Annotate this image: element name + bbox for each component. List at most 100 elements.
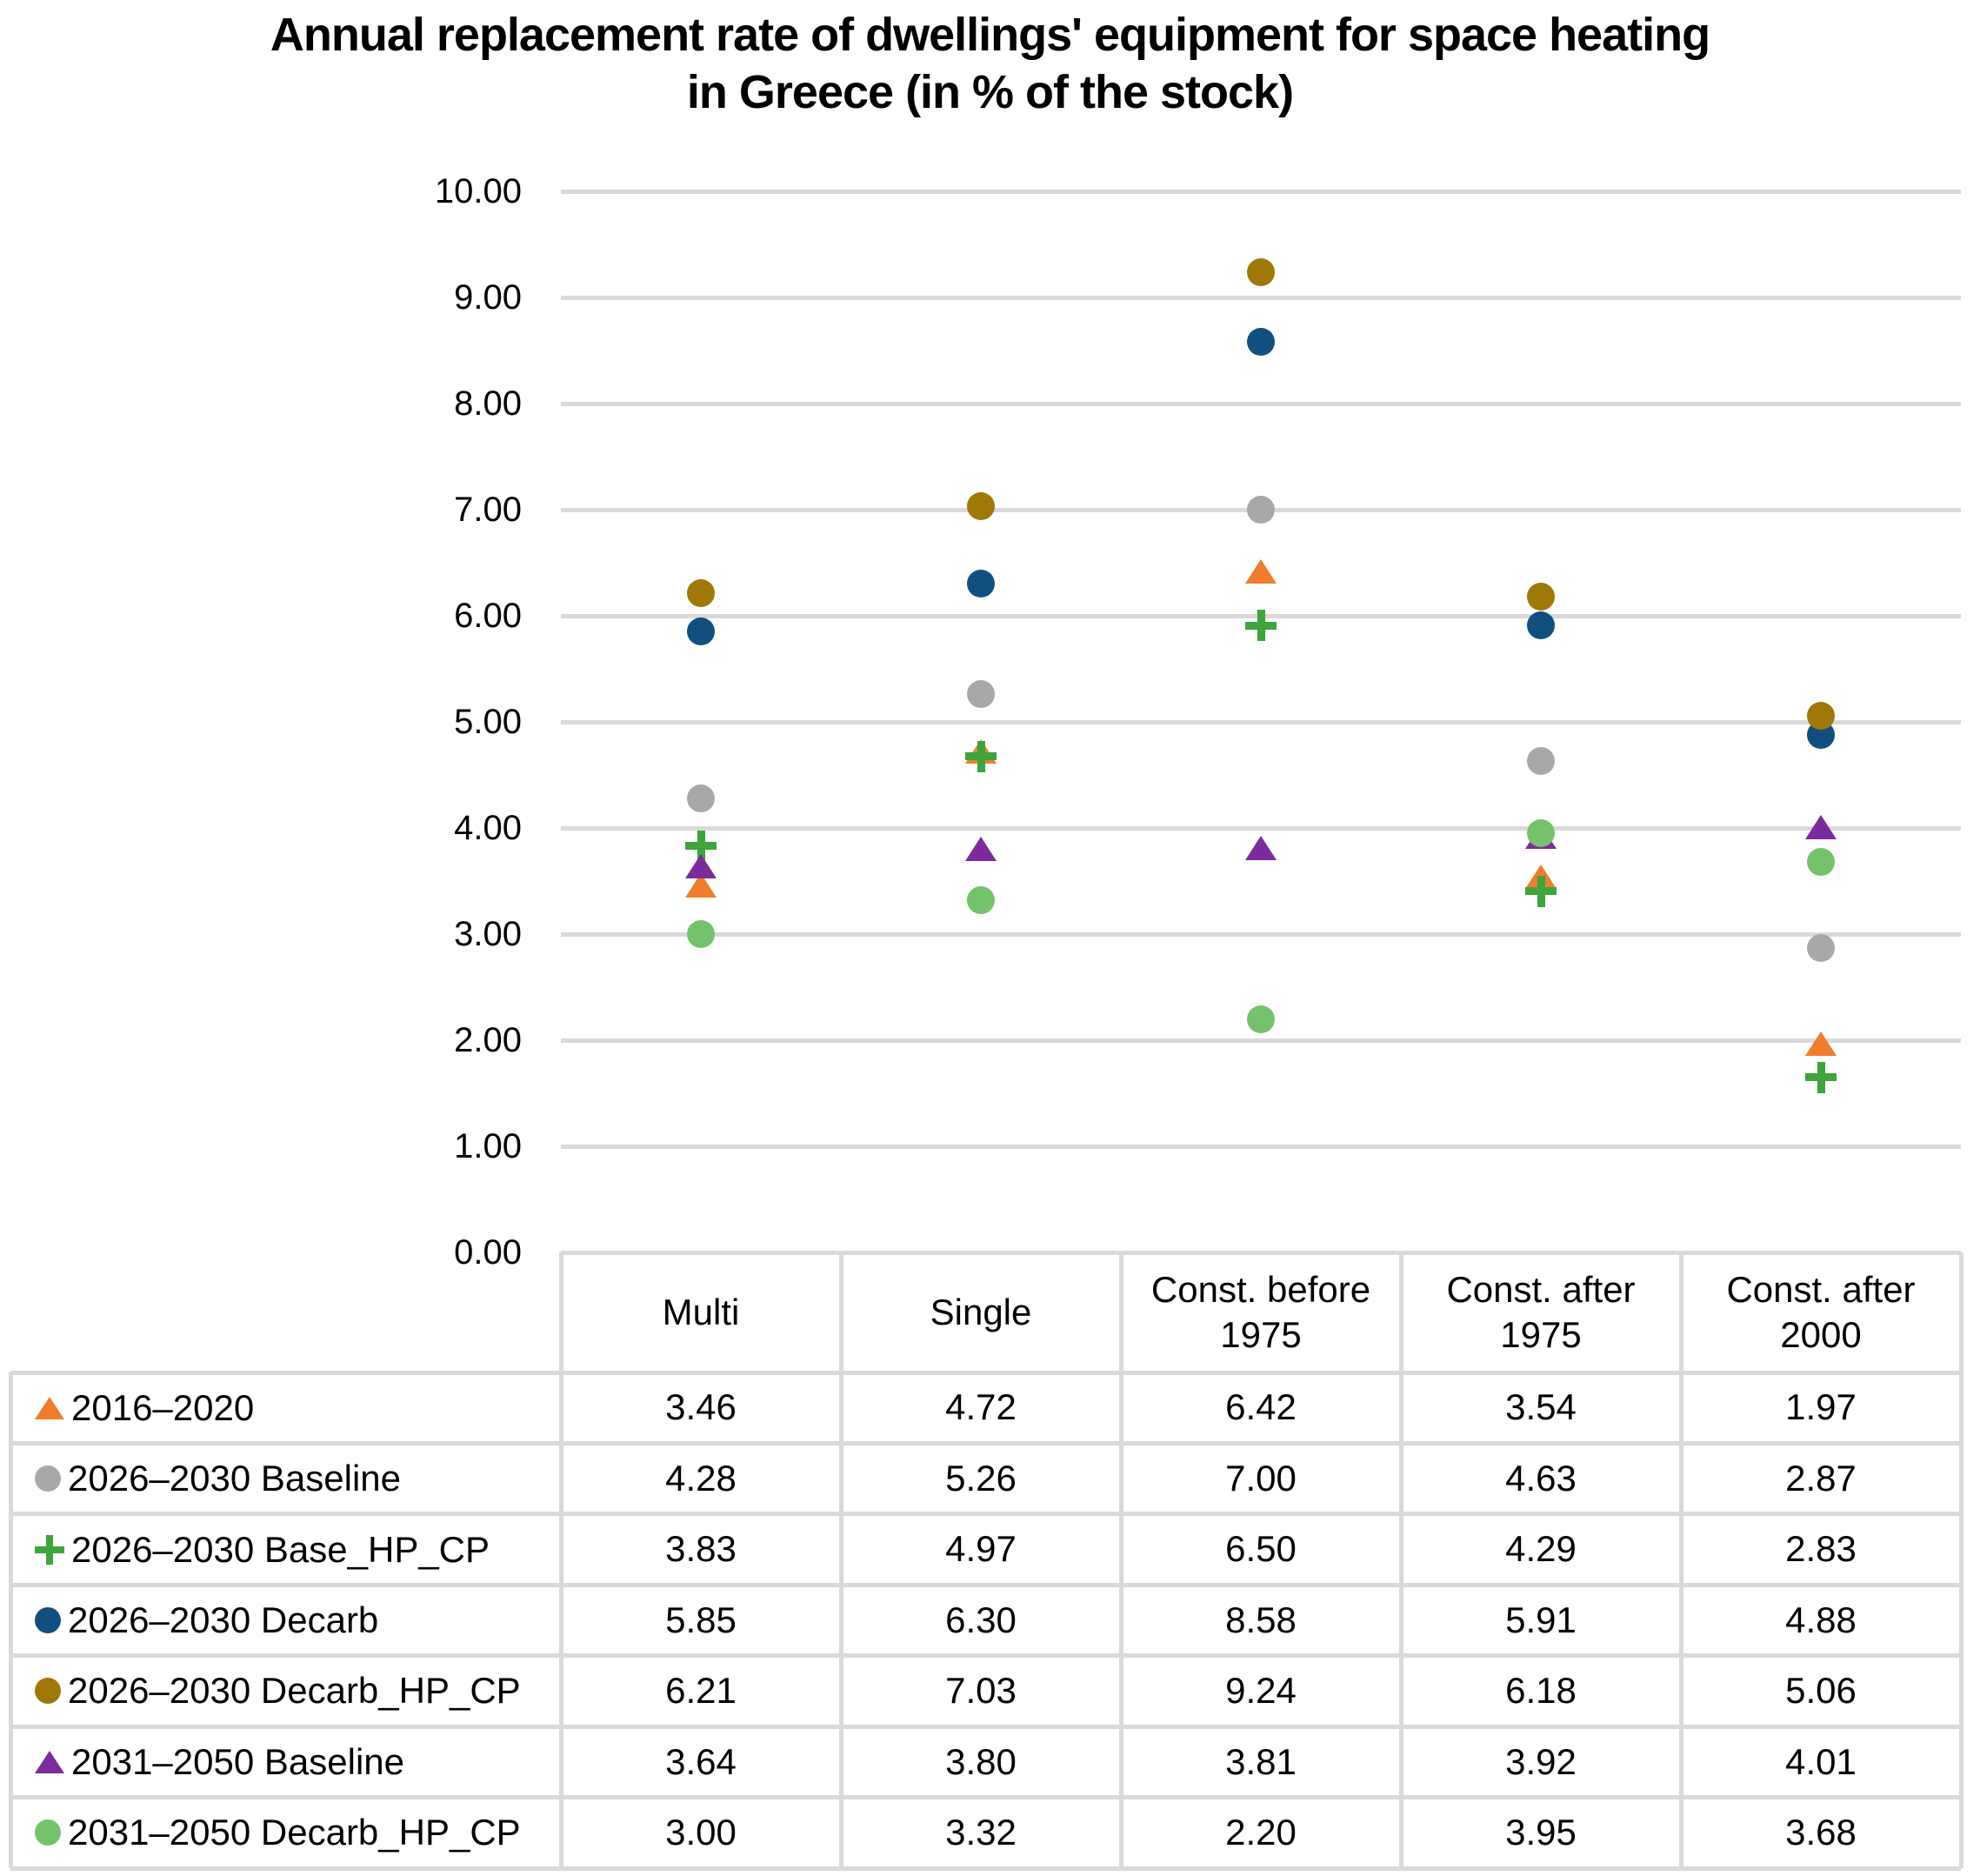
data-point-marker [687,784,715,812]
table-value-cell: 4.72 [945,1386,1017,1428]
y-axis-tick-label: 9.00 [454,278,522,317]
legend-label: 2026–2030 Base_HP_CP [71,1528,490,1570]
table-value-cell: 4.28 [665,1457,737,1499]
plus-marker-icon [35,1534,64,1565]
circle-marker-icon [35,1678,61,1705]
triangle-glyph [1245,836,1277,861]
triangle-marker-icon [35,1396,64,1419]
y-axis-tick-label: 10.00 [434,172,522,210]
table-value-cell: 3.00 [665,1812,737,1853]
table-border-left [8,1372,13,1868]
plus-vbar [46,1534,53,1565]
y-axis-tick-label: 4.00 [454,809,522,847]
table-value-cell: 6.50 [1225,1528,1297,1570]
table-row-border [10,1582,1961,1587]
y-axis-tick-label: 5.00 [454,703,522,741]
data-point-marker [1247,257,1275,286]
gridline [561,295,1961,300]
gridline [561,1038,1961,1043]
data-point-marker [965,740,997,772]
chart-title-line2: in Greece (in % of the stock) [686,65,1294,118]
circle-marker-icon [35,1606,61,1633]
table-row-border [10,1512,1961,1517]
table-value-cell: 3.32 [945,1812,1017,1853]
table-row-border [10,1866,1961,1871]
table-column-border [1958,1252,1963,1868]
data-point-marker [1245,558,1277,584]
data-point-marker [1525,875,1557,907]
triangle-glyph [965,837,997,862]
legend-item: 2031–2050 Decarb_HP_CP [10,1798,561,1868]
plus-vbar [697,830,705,862]
data-point-marker [1527,611,1555,639]
plus-vbar [1257,610,1265,641]
triangle-glyph [35,1750,64,1773]
gridline [561,1144,1961,1149]
plus-vbar [1537,875,1545,907]
circle-marker-icon [35,1819,61,1846]
data-point-marker [1807,848,1835,877]
table-value-cell: 4.88 [1785,1599,1857,1640]
table-value-cell: 3.92 [1505,1740,1577,1782]
plus-vbar [1817,1061,1825,1093]
table-border-top [561,1250,1961,1255]
data-point-marker [967,680,995,709]
data-point-marker [1805,814,1837,839]
gridline [561,719,1961,724]
y-axis-tick-label: 8.00 [454,384,522,423]
table-header-cell: Single [930,1291,1032,1332]
data-point-marker [1247,496,1275,524]
table-value-cell: 3.68 [1785,1812,1857,1853]
y-axis-tick-label: 2.00 [454,1021,522,1059]
table-column-border [1678,1252,1683,1868]
table-value-cell: 2.87 [1785,1457,1857,1499]
legend-item: 2026–2030 Decarb_HP_CP [10,1656,561,1726]
table-value-cell: 4.97 [945,1528,1017,1570]
triangle-marker-icon [35,1750,64,1773]
table-row-border [10,1795,1961,1800]
data-point-marker [1247,328,1275,357]
data-point-marker [687,920,715,948]
gridline [561,401,1961,406]
y-axis-tick-label: 6.00 [454,597,522,635]
y-axis-tick-label: 7.00 [454,491,522,529]
triangle-glyph [35,1396,64,1419]
table-value-cell: 6.18 [1505,1670,1577,1712]
table-value-cell: 6.21 [665,1670,737,1712]
data-point-marker [1245,610,1277,641]
table-value-cell: 5.85 [665,1599,737,1640]
y-axis-tick-label: 1.00 [454,1127,522,1165]
table-value-cell: 3.83 [665,1528,737,1570]
data-point-marker [1807,933,1835,962]
chart-title-line1: Annual replacement rate of dwellings' eq… [270,9,1710,61]
table-value-cell: 6.30 [945,1599,1017,1640]
gridline [561,931,1961,937]
table-row-border [10,1440,1961,1445]
data-point-marker [1807,701,1835,730]
table-value-cell: 4.63 [1505,1457,1577,1499]
table-row-border [10,1370,1961,1375]
table-row-border [10,1724,1961,1729]
triangle-glyph [1805,814,1837,839]
table-value-cell: 8.58 [1225,1599,1297,1640]
legend-item: 2016–2020 [10,1372,561,1443]
data-point-marker [965,837,997,862]
table-column-border [558,1252,563,1868]
legend-item: 2026–2030 Decarb [10,1585,561,1655]
data-point-marker [1527,583,1555,611]
gridline [561,825,1961,831]
table-header-cell: Const. before 1975 [1150,1268,1371,1356]
table-header-cell: Const. after 1975 [1446,1268,1636,1356]
table-value-cell: 2.20 [1225,1812,1297,1853]
data-point-marker [685,830,717,862]
table-column-border [838,1252,843,1868]
legend-item: 2026–2030 Base_HP_CP [10,1514,561,1585]
data-point-marker [1245,836,1277,861]
table-value-cell: 9.24 [1225,1670,1297,1712]
table-value-cell: 3.64 [665,1740,737,1782]
chart-title: Annual replacement rate of dwellings' eq… [0,7,1980,122]
table-value-cell: 7.00 [1225,1457,1297,1499]
data-point-marker [687,579,715,608]
table-value-cell: 5.91 [1505,1599,1577,1640]
table-value-cell: 4.01 [1785,1740,1857,1782]
